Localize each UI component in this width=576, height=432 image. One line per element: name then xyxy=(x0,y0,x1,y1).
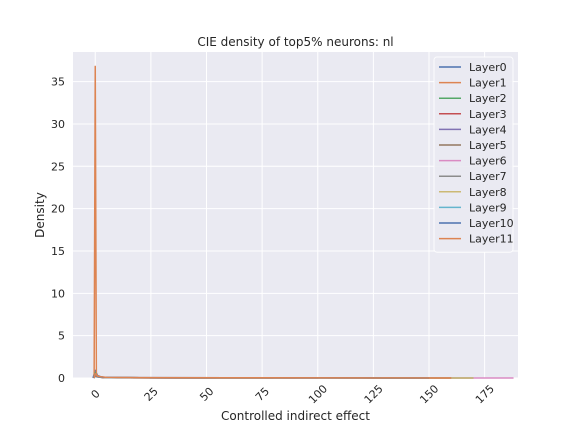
chart-title: CIE density of top5% neurons: nl xyxy=(197,35,393,49)
legend: Layer0 Layer1 Layer2 Layer3 Layer4 Layer5 Laye… xyxy=(433,56,514,253)
legend-label-layer5: Layer5 xyxy=(469,139,507,152)
y-tick-label: 25 xyxy=(51,160,65,173)
x-axis-label: Controlled indirect effect xyxy=(221,409,370,423)
series-line-layer11 xyxy=(93,373,452,379)
y-tick-labels: 0 5 10 15 20 25 30 35 xyxy=(51,76,65,385)
legend-label-layer7: Layer7 xyxy=(469,170,507,183)
y-tick-label: 0 xyxy=(58,372,65,385)
y-tick-label: 20 xyxy=(51,203,65,216)
legend-box xyxy=(433,56,514,253)
legend-label-layer8: Layer8 xyxy=(469,186,507,199)
legend-label-layer10: Layer10 xyxy=(469,217,514,230)
y-tick-label: 35 xyxy=(51,76,65,89)
y-tick-label: 15 xyxy=(51,245,65,258)
legend-label-layer9: Layer9 xyxy=(469,201,507,214)
legend-label-layer3: Layer3 xyxy=(469,108,507,121)
legend-label-layer2: Layer2 xyxy=(469,92,507,105)
y-tick-label: 5 xyxy=(58,330,65,343)
legend-label-layer11: Layer11 xyxy=(469,233,514,246)
legend-label-layer1: Layer1 xyxy=(469,77,507,90)
legend-label-layer6: Layer6 xyxy=(469,155,507,168)
y-tick-label: 30 xyxy=(51,118,65,131)
legend-label-layer0: Layer0 xyxy=(469,61,507,74)
series-lines xyxy=(92,65,514,379)
y-tick-label: 10 xyxy=(51,287,65,300)
legend-label-layer4: Layer4 xyxy=(469,123,507,136)
y-axis-label: Density xyxy=(33,192,47,238)
